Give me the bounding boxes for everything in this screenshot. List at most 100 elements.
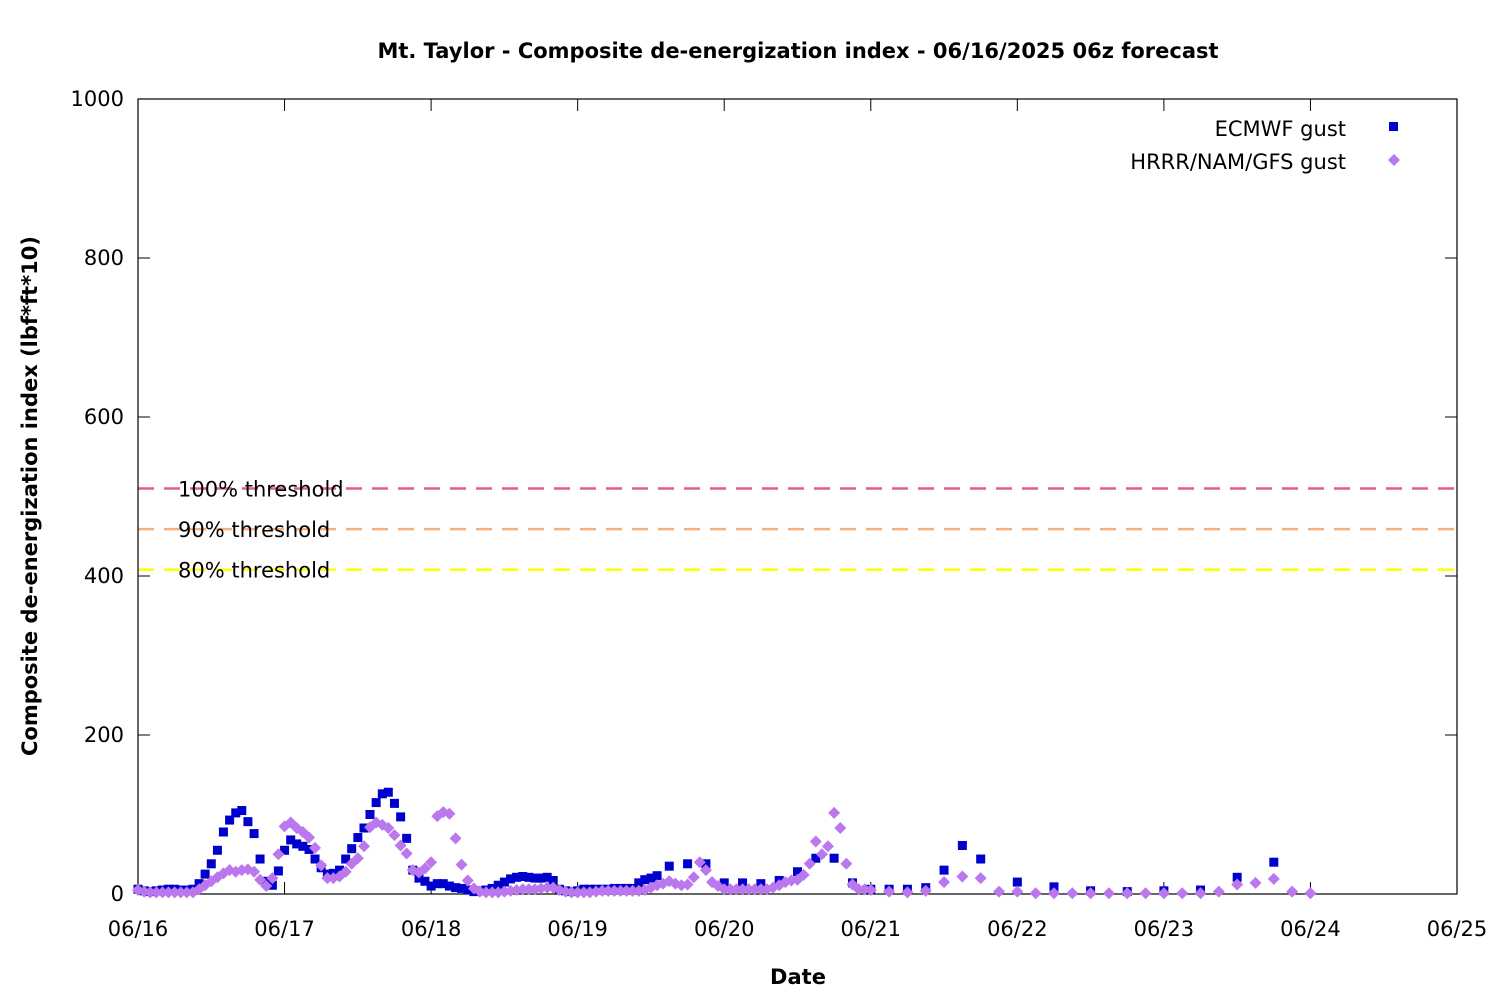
data-point	[444, 881, 454, 891]
x-axis-label: Date	[770, 965, 826, 989]
data-point	[180, 886, 193, 899]
data-point	[225, 815, 235, 825]
data-point	[426, 881, 436, 891]
data-point	[797, 868, 810, 881]
data-point	[530, 873, 540, 883]
data-point	[938, 876, 951, 889]
data-point	[834, 822, 847, 835]
data-point	[231, 808, 241, 818]
threshold-label-90-threshold: 90% threshold	[178, 518, 330, 542]
data-point	[150, 886, 163, 899]
data-point	[402, 833, 412, 843]
plot-frame	[137, 98, 1458, 895]
data-point	[852, 883, 865, 896]
data-point	[614, 884, 627, 897]
data-point	[754, 883, 767, 896]
data-point	[1084, 887, 1097, 900]
data-point	[536, 873, 546, 883]
data-point	[1157, 887, 1170, 900]
data-point	[359, 823, 369, 833]
x-tick-label: 06/25	[1427, 917, 1488, 941]
data-point	[420, 876, 430, 886]
data-point	[652, 871, 662, 881]
data-point	[864, 884, 877, 897]
data-point	[449, 832, 462, 845]
data-point	[486, 886, 499, 899]
data-point	[828, 806, 841, 819]
data-point	[1232, 872, 1242, 882]
data-point	[1102, 887, 1115, 900]
data-point	[571, 886, 584, 899]
data-point	[1212, 885, 1225, 898]
data-point	[506, 874, 516, 884]
data-point	[1139, 887, 1152, 900]
data-point	[396, 812, 406, 822]
data-point	[974, 872, 987, 885]
threshold-lines: 100% threshold 90% threshold 80% threshold	[138, 478, 1457, 583]
data-point	[394, 839, 407, 852]
y-tick-label: 200	[84, 723, 124, 747]
chart-title: Mt. Taylor - Composite de-energization i…	[377, 39, 1218, 63]
y-tick-label: 0	[111, 882, 124, 906]
data-point	[1269, 857, 1279, 867]
data-point	[815, 848, 828, 861]
data-point	[206, 859, 216, 869]
data-point	[200, 869, 210, 879]
y-tick-label: 800	[84, 246, 124, 270]
data-point	[272, 848, 285, 861]
data-point	[542, 872, 552, 882]
data-point	[687, 871, 700, 884]
x-tick-label: 06/20	[694, 917, 755, 941]
data-point	[286, 835, 296, 845]
data-point	[480, 886, 493, 899]
data-point	[315, 859, 328, 872]
legend-label-hrrr-nam-gfs-gust: HRRR/NAM/GFS gust	[1130, 150, 1346, 174]
data-point	[1029, 887, 1042, 900]
data-point	[457, 883, 467, 893]
data-point	[341, 854, 351, 864]
data-point	[518, 872, 528, 882]
data-point	[1176, 887, 1189, 900]
data-point	[310, 854, 320, 864]
threshold-label-100-threshold: 100% threshold	[178, 478, 344, 502]
data-point	[809, 835, 822, 848]
data-point	[273, 866, 283, 876]
data-point	[719, 878, 729, 888]
data-point	[504, 884, 517, 897]
data-point	[646, 873, 656, 883]
data-point	[1231, 878, 1244, 891]
data-point	[693, 856, 706, 869]
data-point	[451, 883, 461, 893]
data-point	[1267, 872, 1280, 885]
data-point	[243, 817, 253, 827]
data-point	[303, 831, 316, 844]
data-point	[1286, 885, 1299, 898]
x-tick-label: 06/24	[1280, 917, 1341, 941]
data-point	[1047, 887, 1060, 900]
data-point	[626, 884, 639, 897]
legend-marker-ecmwf-gust	[1389, 122, 1398, 131]
data-point	[249, 829, 259, 839]
data-point	[1066, 887, 1079, 900]
data-point	[577, 886, 590, 899]
legend-marker-hrrr-nam-gfs-gust	[1388, 154, 1400, 166]
data-point	[829, 853, 839, 863]
data-point	[432, 879, 442, 889]
data-point	[811, 853, 821, 863]
legend-label-ecmwf-gust: ECMWF gust	[1215, 117, 1346, 141]
data-point	[730, 883, 743, 896]
data-point	[516, 883, 529, 896]
data-point	[292, 839, 302, 849]
data-point	[365, 810, 375, 819]
data-point	[793, 867, 802, 877]
data-point	[309, 841, 322, 854]
data-point	[524, 872, 534, 882]
data-point	[377, 789, 387, 799]
data-point	[455, 858, 468, 871]
data-point	[976, 854, 986, 864]
data-point	[347, 844, 357, 854]
data-point	[443, 807, 456, 820]
data-point	[237, 806, 247, 816]
series-hrrr-nam-gfs-gust	[132, 806, 1317, 900]
data-point	[919, 884, 932, 897]
